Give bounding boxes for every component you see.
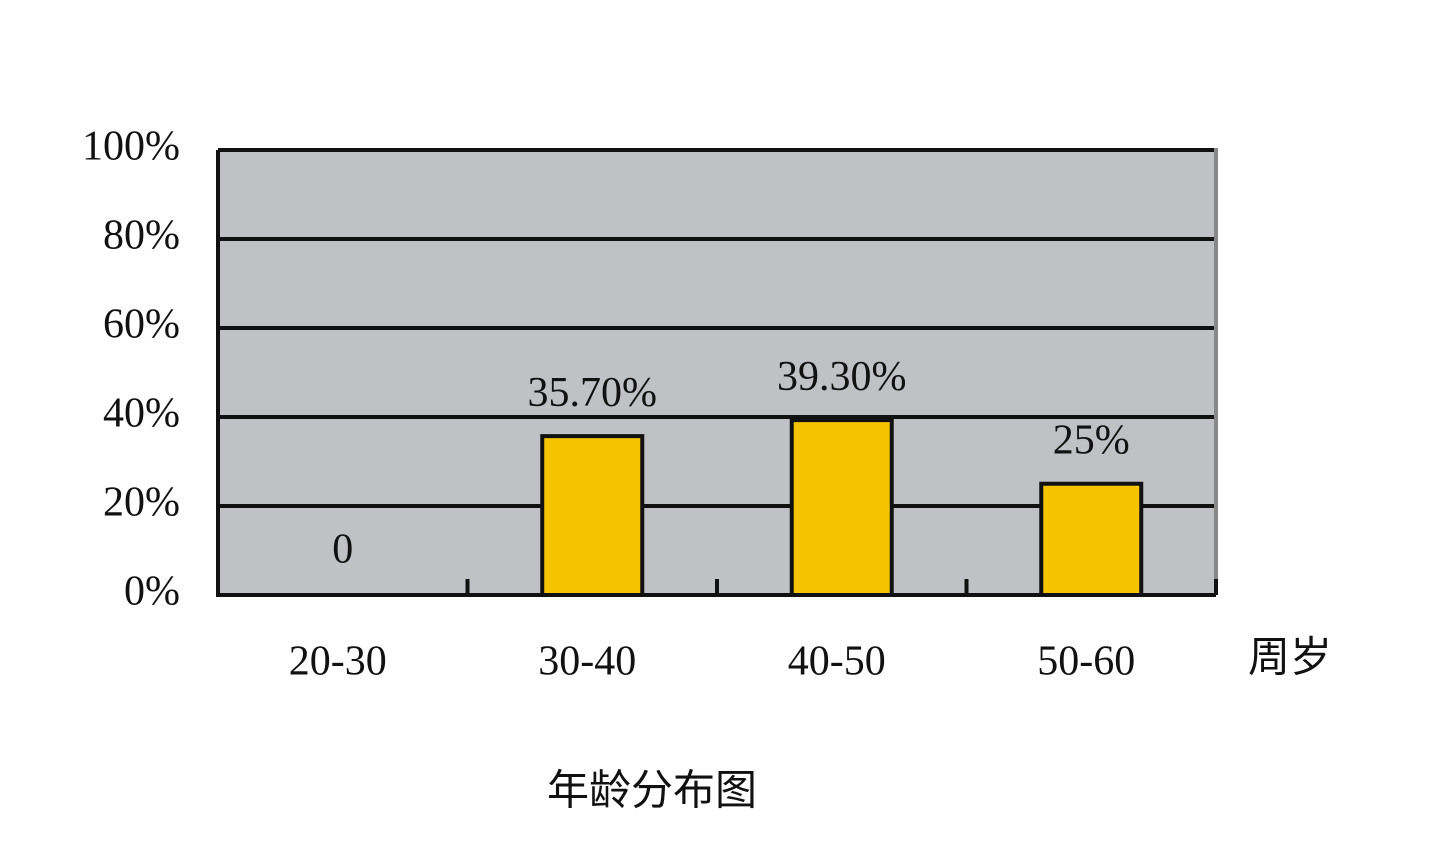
y-tick-label: 40%	[103, 391, 180, 437]
x-tick-label: 40-50	[788, 639, 886, 685]
y-tick-label: 60%	[103, 302, 180, 348]
value-label: 35.70%	[528, 370, 658, 416]
bar	[540, 434, 645, 598]
value-label: 39.30%	[777, 354, 907, 400]
bar	[1039, 481, 1144, 597]
y-tick-label: 80%	[103, 213, 180, 259]
x-axis-label: 周岁	[1248, 635, 1332, 682]
y-tick-label: 0%	[124, 569, 180, 615]
chart-title: 年龄分布图	[547, 768, 757, 815]
y-tick-label: 100%	[82, 124, 180, 170]
x-tick-label: 20-30	[289, 639, 387, 685]
x-tick-label: 30-40	[538, 639, 636, 685]
value-label: 0	[332, 527, 353, 573]
value-label: 25%	[1053, 417, 1130, 463]
bar	[789, 418, 894, 597]
y-tick-label: 20%	[103, 480, 180, 526]
x-tick-label: 50-60	[1037, 639, 1135, 685]
